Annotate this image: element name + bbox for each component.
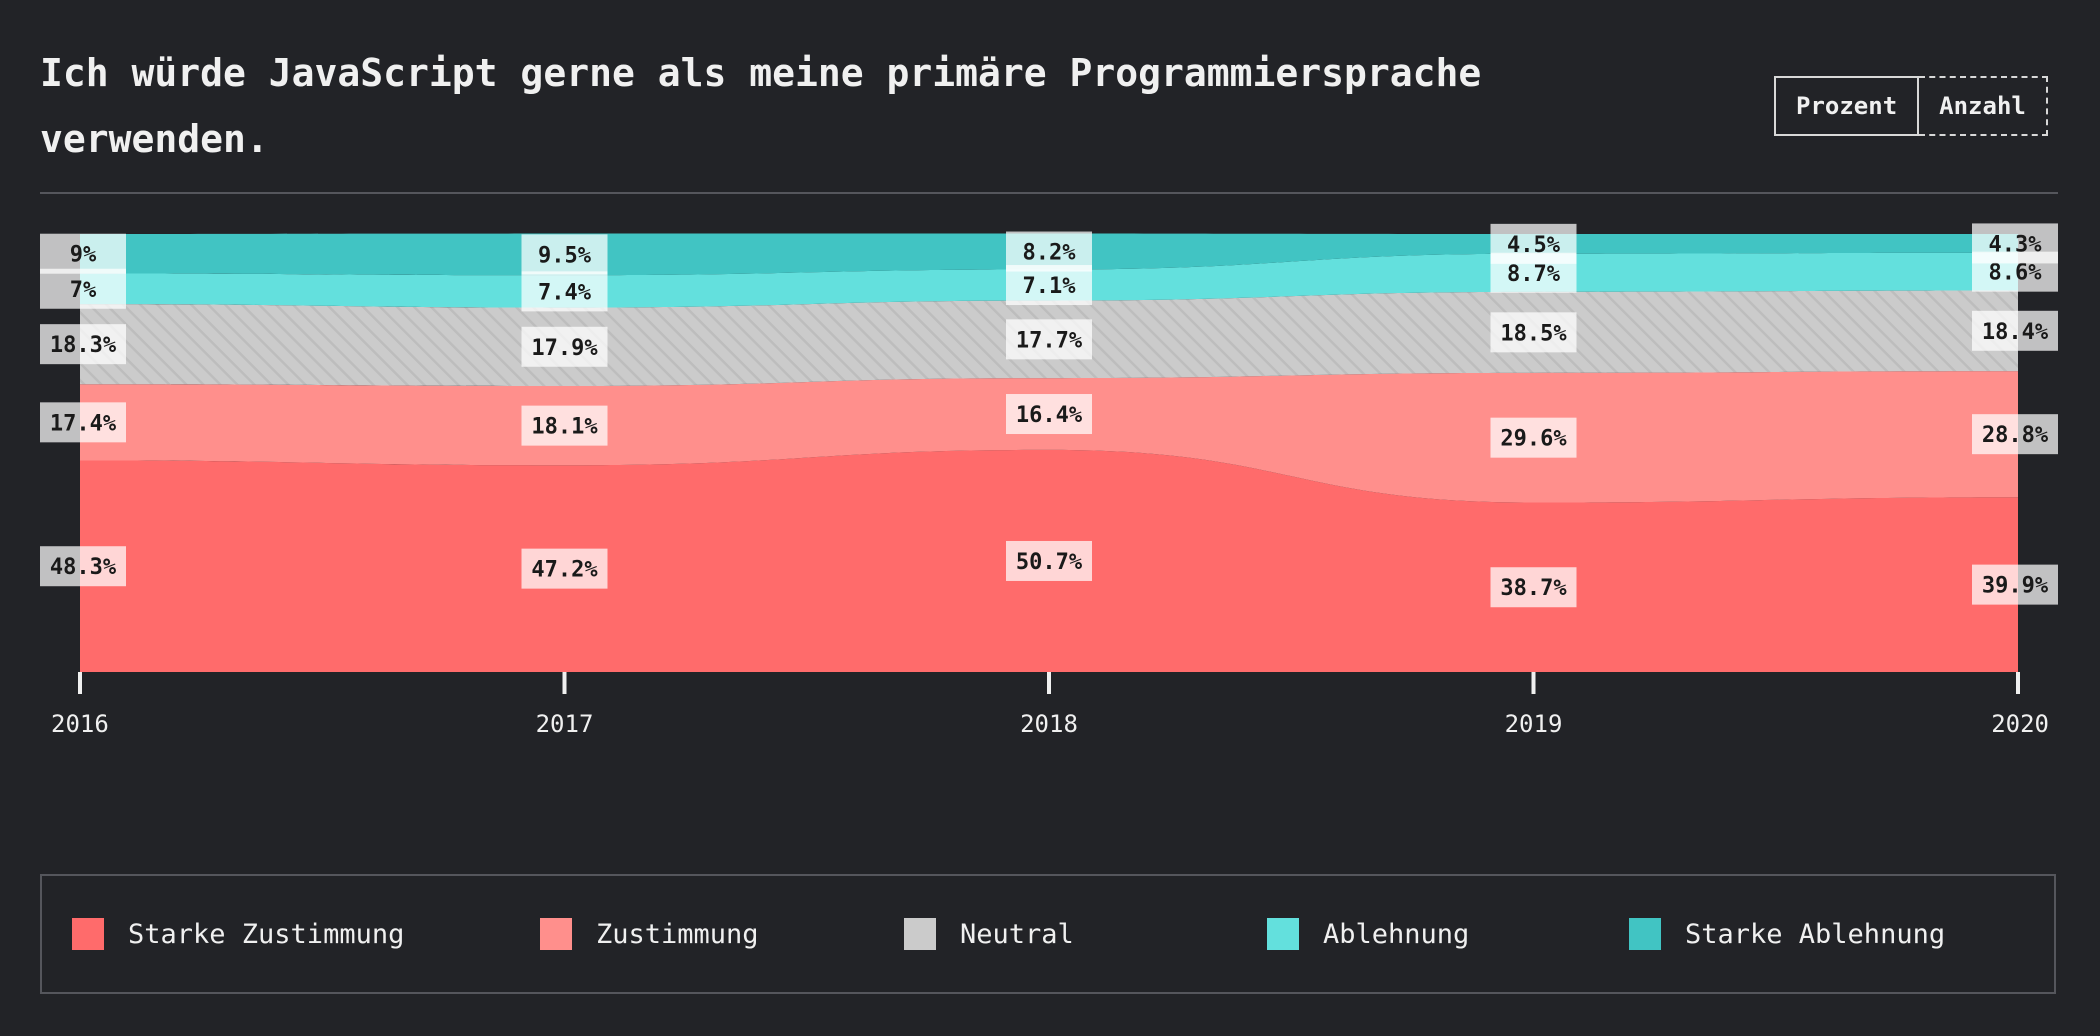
data-label: 17.4% xyxy=(40,402,126,443)
legend-label: Starke Ablehnung xyxy=(1685,918,1946,950)
x-axis-tick-label: 2019 xyxy=(1505,710,1563,738)
data-label-text: 28.8% xyxy=(1982,423,2049,448)
x-axis-tick-label: 2018 xyxy=(1020,710,1078,738)
data-label-text: 18.4% xyxy=(1982,320,2049,345)
legend-item-neutral[interactable]: Neutral xyxy=(904,918,1267,950)
data-label-text: 18.5% xyxy=(1500,321,1567,346)
x-axis-tick-label: 2020 xyxy=(1991,710,2049,738)
data-label: 16.4% xyxy=(1006,394,1092,435)
data-label-text: 8.7% xyxy=(1507,262,1561,287)
data-label-bg xyxy=(1490,417,1577,458)
data-label-text: 8.6% xyxy=(1989,261,2043,286)
legend-item-ablehnung[interactable]: Ablehnung xyxy=(1267,918,1629,950)
data-label: 29.6% xyxy=(1490,417,1577,458)
data-label: 38.7% xyxy=(1490,567,1577,608)
data-label: 47.2% xyxy=(521,548,608,589)
percent-toggle-button[interactable]: Prozent xyxy=(1774,76,1920,136)
x-axis-tick-label: 2016 xyxy=(51,710,109,738)
data-label-text: 9.5% xyxy=(538,243,592,268)
data-label: 7.1% xyxy=(1006,265,1092,306)
data-label-bg xyxy=(1972,414,2058,455)
data-label-bg xyxy=(40,233,126,274)
data-label-bg xyxy=(521,405,608,446)
data-label-bg xyxy=(40,268,126,309)
data-label: 18.5% xyxy=(1490,312,1577,353)
legend-item-starke-ablehnung[interactable]: Starke Ablehnung xyxy=(1629,918,1945,950)
area-series-zustimmung[interactable] xyxy=(80,371,2018,503)
data-label-bg xyxy=(1006,394,1092,435)
data-label-text: 17.9% xyxy=(531,336,598,361)
x-axis-tick-label: 2017 xyxy=(536,710,594,738)
data-label-bg xyxy=(521,234,608,275)
legend-item-zustimmung[interactable]: Zustimmung xyxy=(540,918,904,950)
legend-swatch xyxy=(904,918,936,950)
data-label-bg xyxy=(40,402,126,443)
chart-title: Ich würde JavaScript gerne als meine pri… xyxy=(40,51,1482,161)
data-label-bg xyxy=(521,326,608,367)
legend-label: Ablehnung xyxy=(1323,918,1470,950)
data-label-text: 8.2% xyxy=(1023,241,1077,266)
data-label-text: 17.4% xyxy=(50,411,117,436)
data-label-bg xyxy=(521,548,608,589)
data-label-bg xyxy=(1972,310,2058,351)
data-label: 48.3% xyxy=(40,546,126,587)
data-label: 9% xyxy=(40,233,126,274)
data-label-text: 18.3% xyxy=(50,333,117,358)
data-label: 4.5% xyxy=(1490,223,1577,264)
data-label-bg xyxy=(1006,319,1092,360)
legend-swatch xyxy=(540,918,572,950)
data-label-text: 4.5% xyxy=(1507,233,1561,258)
data-label-text: 16.4% xyxy=(1016,403,1083,428)
data-label: 18.1% xyxy=(521,405,608,446)
data-label: 8.2% xyxy=(1006,231,1092,272)
data-label-bg xyxy=(1972,223,2058,264)
data-label: 18.3% xyxy=(40,324,126,365)
data-label: 17.9% xyxy=(521,326,608,367)
data-label-text: 7.4% xyxy=(538,280,592,305)
data-label-bg xyxy=(1490,567,1577,608)
data-label: 4.3% xyxy=(1972,223,2058,264)
data-label-text: 47.2% xyxy=(531,558,598,583)
stacked-area-chart: 2016 2017 2018 2019 2020 48.3% 47.2% 50.7% 38.7… xyxy=(40,223,2058,738)
data-label: 39.9% xyxy=(1972,564,2058,605)
data-label-bg xyxy=(40,324,126,365)
data-label-text: 17.7% xyxy=(1016,328,1083,353)
data-label-text: 18.1% xyxy=(531,415,598,440)
data-label-text: 29.6% xyxy=(1500,427,1567,452)
data-label-bg xyxy=(1972,564,2058,605)
legend-label: Neutral xyxy=(960,918,1074,950)
data-label-text: 9% xyxy=(70,243,97,268)
data-label-text: 7.1% xyxy=(1023,274,1077,299)
data-label-bg xyxy=(1006,540,1092,581)
title-divider xyxy=(40,192,2058,194)
data-label: 9.5% xyxy=(521,234,608,275)
legend-label: Zustimmung xyxy=(596,918,759,950)
data-label-text: 48.3% xyxy=(50,555,117,580)
data-label: 7.4% xyxy=(521,271,608,312)
count-toggle-button[interactable]: Anzahl xyxy=(1919,76,2048,136)
data-label: 50.7% xyxy=(1006,540,1092,581)
legend-label: Starke Zustimmung xyxy=(128,918,405,950)
data-label-text: 50.7% xyxy=(1016,550,1083,575)
data-label: 7% xyxy=(40,268,126,309)
data-label-bg xyxy=(40,546,126,587)
data-label-bg xyxy=(1006,265,1092,306)
data-label-text: 7% xyxy=(70,278,97,303)
data-label: 17.7% xyxy=(1006,319,1092,360)
data-label-text: 38.7% xyxy=(1500,576,1567,601)
display-mode-toggle: Prozent Anzahl xyxy=(1774,76,2048,136)
legend-swatch xyxy=(72,918,104,950)
data-label-bg xyxy=(1490,223,1577,264)
legend-swatch xyxy=(1629,918,1661,950)
data-label-text: 39.9% xyxy=(1982,574,2049,599)
data-label: 28.8% xyxy=(1972,414,2058,455)
data-label-bg xyxy=(1006,231,1092,272)
legend-item-starke-zustimmung[interactable]: Starke Zustimmung xyxy=(72,918,540,950)
data-label-bg xyxy=(1490,312,1577,353)
data-label-bg xyxy=(521,271,608,312)
data-label-text: 4.3% xyxy=(1989,232,2043,257)
legend-swatch xyxy=(1267,918,1299,950)
data-label: 18.4% xyxy=(1972,310,2058,351)
chart-legend: Starke Zustimmung Zustimmung Neutral Abl… xyxy=(40,874,2056,994)
